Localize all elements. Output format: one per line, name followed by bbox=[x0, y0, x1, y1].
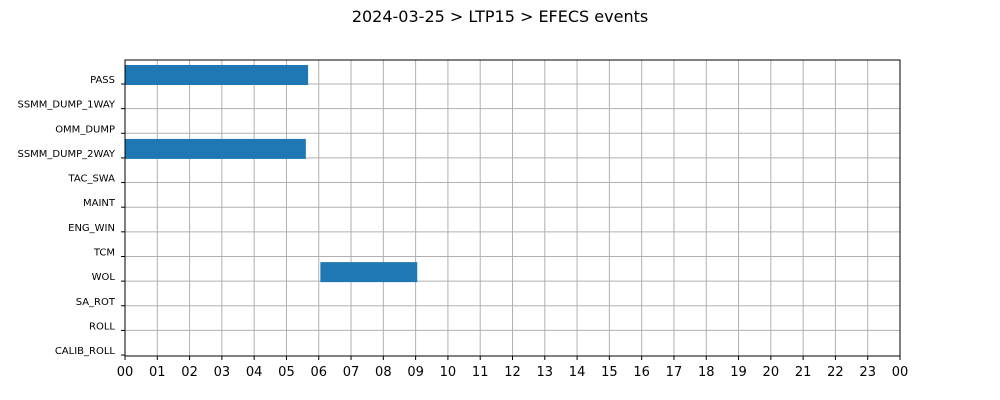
chart-title: 2024-03-25 > LTP15 > EFECS events bbox=[352, 7, 648, 26]
x-tick-label: 18 bbox=[698, 365, 715, 380]
x-axis: 00 01 02 03 04 05 06 07 08 09 10 11 12 13 14 15 16 17 18 19… bbox=[117, 356, 909, 380]
y-tick-label: WOL bbox=[92, 272, 116, 283]
x-tick-label: 16 bbox=[633, 365, 650, 380]
x-tick-label: 00 bbox=[117, 365, 134, 380]
y-tick-label: SSMM_DUMP_2WAY bbox=[17, 149, 115, 160]
y-tick-label: TAC_SWA bbox=[67, 174, 115, 185]
x-tick-label: 00 bbox=[892, 365, 909, 380]
x-tick-label: 15 bbox=[601, 365, 618, 380]
x-tick-label: 08 bbox=[375, 365, 392, 380]
x-tick-label: 04 bbox=[246, 365, 263, 380]
y-tick-label: TCM bbox=[93, 247, 115, 258]
event-bar bbox=[125, 138, 306, 159]
x-tick-label: 11 bbox=[472, 365, 489, 380]
y-axis: PASS SSMM_DUMP_1WAY OMM_DUMP SSMM_DUMP_2WAY… bbox=[17, 75, 125, 357]
x-tick-label: 19 bbox=[730, 365, 747, 380]
x-tick-label: 13 bbox=[537, 365, 554, 380]
y-tick-label: SSMM_DUMP_1WAY bbox=[17, 100, 115, 111]
x-tick-label: 10 bbox=[440, 365, 457, 380]
x-tick-label: 02 bbox=[181, 365, 198, 380]
y-tick-label: ENG_WIN bbox=[68, 223, 115, 234]
x-tick-label: 05 bbox=[278, 365, 295, 380]
x-tick-label: 22 bbox=[827, 365, 844, 380]
x-tick-label: 07 bbox=[343, 365, 360, 380]
x-tick-label: 20 bbox=[763, 365, 780, 380]
x-tick-label: 01 bbox=[149, 365, 166, 380]
event-bar bbox=[125, 65, 309, 85]
x-tick-label: 12 bbox=[504, 365, 521, 380]
x-tick-label: 03 bbox=[214, 365, 231, 380]
x-tick-label: 21 bbox=[795, 365, 812, 380]
y-tick-label: SA_ROT bbox=[76, 297, 116, 308]
y-tick-label: CALIB_ROLL bbox=[55, 346, 116, 357]
x-tick-label: 06 bbox=[310, 365, 327, 380]
y-tick-label: PASS bbox=[90, 75, 115, 86]
x-tick-label: 17 bbox=[666, 365, 683, 380]
x-tick-label: 14 bbox=[569, 365, 586, 380]
y-tick-label: MAINT bbox=[83, 198, 116, 209]
grid bbox=[124, 60, 901, 356]
x-tick-label: 09 bbox=[407, 365, 424, 380]
event-bars bbox=[125, 65, 418, 283]
x-tick-label: 23 bbox=[859, 365, 876, 380]
event-bar bbox=[320, 262, 418, 283]
y-tick-label: ROLL bbox=[89, 321, 115, 332]
y-tick-label: OMM_DUMP bbox=[55, 124, 115, 135]
